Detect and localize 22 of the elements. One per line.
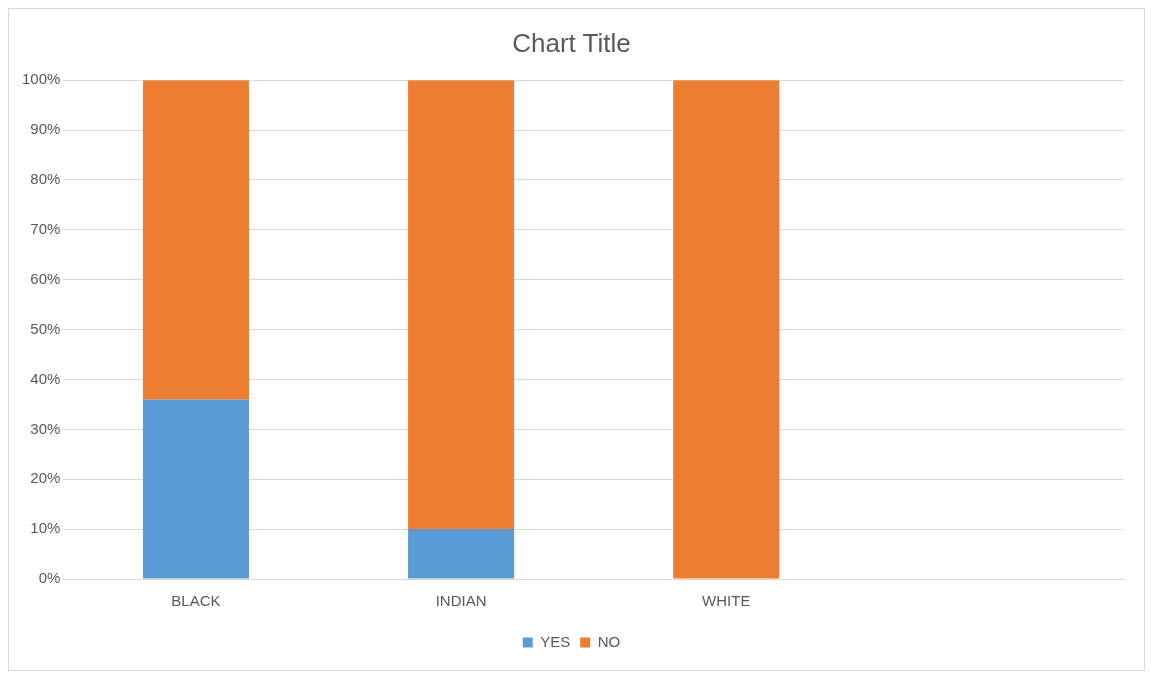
bar xyxy=(408,529,515,579)
y-tick-label: 50% xyxy=(30,319,61,337)
bar xyxy=(408,80,515,530)
y-tick-label: 90% xyxy=(30,120,61,138)
y-tick-label: 40% xyxy=(30,369,61,387)
y-tick-label: 70% xyxy=(30,219,61,237)
x-tick-label: INDIAN xyxy=(435,592,487,610)
y-tick-label: 10% xyxy=(30,519,61,537)
x-tick-label: BLACK xyxy=(171,592,221,610)
bar xyxy=(673,80,780,579)
chart-title: Chart Title xyxy=(512,27,631,58)
y-tick-label: 100% xyxy=(21,70,61,88)
bar xyxy=(142,399,249,579)
x-tick-label: WHITE xyxy=(702,592,751,610)
y-tick-label: 60% xyxy=(30,269,61,287)
y-tick-label: 0% xyxy=(38,569,61,587)
bar xyxy=(142,80,249,400)
y-tick-label: 80% xyxy=(30,170,61,188)
legend-label: YES xyxy=(540,632,571,650)
y-tick-label: 30% xyxy=(30,419,61,437)
y-tick-label: 20% xyxy=(30,469,61,487)
legend-label: NO xyxy=(597,632,621,650)
